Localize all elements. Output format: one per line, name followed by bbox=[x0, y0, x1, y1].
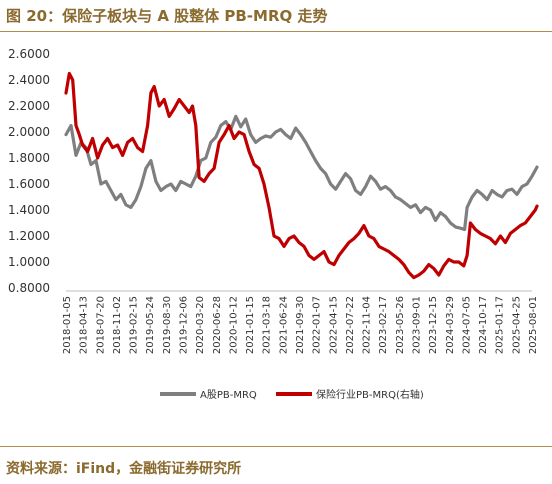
x-tick-label: 2023-05-26 bbox=[395, 296, 406, 354]
x-tick-label: 2021-01-15 bbox=[245, 296, 256, 354]
x-tick-label: 2018-04-13 bbox=[79, 296, 90, 354]
x-tick-label: 2022-07-22 bbox=[345, 296, 356, 354]
x-tick-label: 2023-12-15 bbox=[428, 296, 439, 354]
y-tick-label: 1.8000 bbox=[8, 151, 50, 165]
legend-label: A股PB-MRQ bbox=[200, 389, 257, 401]
source-rule bbox=[0, 446, 552, 447]
x-tick-label: 2021-09-30 bbox=[295, 296, 306, 354]
x-tick-label: 2020-03-20 bbox=[195, 296, 206, 354]
x-tick-label: 2019-12-06 bbox=[179, 296, 190, 354]
x-tick-label: 2025-04-25 bbox=[511, 296, 522, 354]
series-line-a-share bbox=[64, 114, 539, 232]
y-tick-label: 2.0000 bbox=[8, 125, 50, 139]
x-tick-label: 2021-06-24 bbox=[278, 296, 289, 354]
title-rule bbox=[0, 31, 552, 32]
y-tick-label: 1.2000 bbox=[8, 229, 50, 243]
x-tick-label: 2022-11-04 bbox=[362, 296, 373, 354]
y-tick-label: 2.2000 bbox=[8, 99, 50, 113]
y-tick-label: 1.6000 bbox=[8, 177, 50, 191]
x-tick-label: 2018-07-20 bbox=[95, 296, 106, 354]
x-tick-label: 2019-05-24 bbox=[145, 296, 156, 354]
series-line-insurance bbox=[64, 71, 539, 280]
figure-title: 图 20：保险子板块与 A 股整体 PB-MRQ 走势 bbox=[6, 7, 328, 25]
y-tick-label: 2.6000 bbox=[8, 47, 50, 61]
x-tick-label: 2018-01-05 bbox=[62, 296, 73, 354]
x-tick-label: 2025-01-17 bbox=[495, 296, 506, 354]
x-tick-label: 2021-03-18 bbox=[262, 296, 273, 354]
y-tick-label: 0.8000 bbox=[8, 281, 50, 295]
x-tick-label: 2019-02-15 bbox=[129, 296, 140, 354]
legend-label: 保险行业PB-MRQ(右轴) bbox=[316, 388, 424, 401]
y-tick-label: 2.4000 bbox=[8, 73, 50, 87]
x-tick-label: 2023-09-01 bbox=[412, 296, 423, 354]
x-tick-label: 2020-10-12 bbox=[228, 296, 239, 354]
y-tick-label: 1.0000 bbox=[8, 255, 50, 269]
x-tick-label: 2025-08-01 bbox=[528, 296, 539, 354]
x-tick-label: 2022-04-15 bbox=[328, 296, 339, 354]
x-tick-label: 2023-02-17 bbox=[378, 296, 389, 354]
x-tick-label: 2020-06-28 bbox=[212, 296, 223, 354]
x-tick-label: 2024-10-17 bbox=[478, 296, 489, 354]
y-tick-label: 1.4000 bbox=[8, 203, 50, 217]
x-tick-label: 2024-07-05 bbox=[461, 296, 472, 354]
x-tick-label: 2024-03-29 bbox=[445, 296, 456, 354]
x-tick-label: 2019-08-30 bbox=[162, 296, 173, 354]
pb-mrq-line-chart: 2.6000 2.4000 2.2000 2.0000 1.8000 1.6000 1.40… bbox=[8, 47, 539, 401]
source-note: 资料来源：iFind，金融街证券研究所 bbox=[6, 461, 242, 477]
x-tick-label: 2022-01-07 bbox=[312, 296, 323, 354]
x-tick-label: 2018-11-02 bbox=[112, 296, 123, 354]
